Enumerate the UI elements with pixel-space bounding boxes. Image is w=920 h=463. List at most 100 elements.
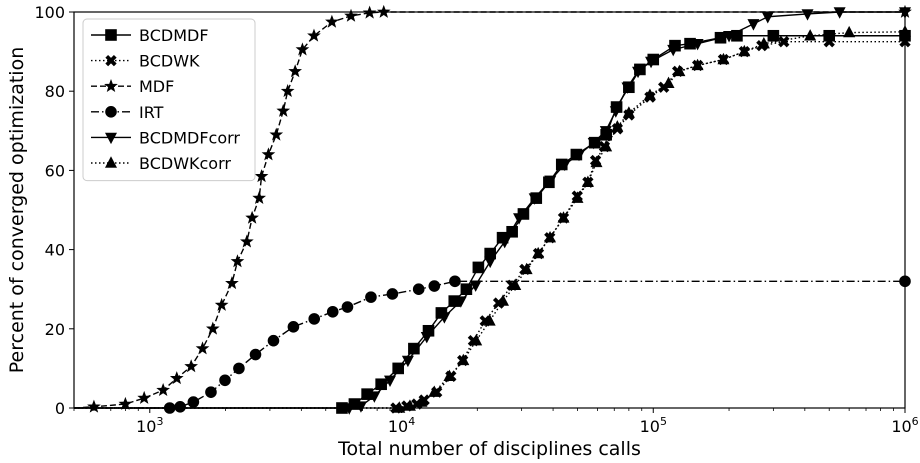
series-point-mdf [195,341,210,355]
legend-label: BCDMDFcorr [139,128,240,147]
x-tick-label: 105 [640,415,667,436]
x-tick-label: 103 [136,415,163,436]
series-point-bcdmdfcorr [587,137,600,150]
series-point-bcdwkcorr [509,278,522,290]
legend-item-mdf: MDF [91,77,174,96]
series-point-bcdmdfcorr [558,159,571,172]
series-point-mdf [295,42,310,56]
series-point-mdf [169,371,184,385]
series-point-bcdmdfcorr [747,19,760,31]
series-point-bcdmdfcorr [469,280,482,292]
legend-marker [105,156,117,168]
series-point-bcdmdfcorr [632,66,645,79]
series-point-bcdwkcorr [415,395,428,407]
series-point-irt [308,313,321,325]
legend-marker [105,106,117,118]
legend-marker [105,54,117,67]
series-point-bcdwkcorr [757,36,770,49]
legend-label: BCDMDF [139,26,209,45]
series-point-bcdmdfcorr [667,44,680,57]
series-point-mdf [344,8,358,22]
series-point-irt [365,291,377,303]
legend-label: BCDWKcorr [139,154,231,173]
series-line-irt [74,280,905,409]
series-point-mdf [280,84,295,98]
series-point-mdf [307,28,321,42]
series-point-irt [449,275,461,288]
series-point-bcdmdf [392,362,404,375]
series-point-bcdmdf [506,225,518,238]
y-tick-label: 100 [34,3,65,22]
legend-item-bcdwk: BCDWK [91,52,200,71]
y-axis: 0 20 40 60 80 100 [34,3,74,418]
x-axis: 103 104 105 106 [73,408,919,436]
series-point-irt [174,401,186,413]
series-point-bcdwkcorr [691,58,704,71]
series-point-bcdmdfcorr [621,82,634,94]
series-point-mdf [184,359,198,373]
series-point-mdf [245,210,259,224]
series-point-bcdmdfcorr [454,296,467,308]
legend-label: BCDWK [139,52,200,71]
series-point-irt [187,396,200,408]
series-point-bcdmdf [714,31,727,44]
legend-marker [105,29,117,41]
series-point-bcdwkcorr [600,139,613,152]
series-point-mdf [225,276,239,290]
series-point-bcdwkcorr [804,29,817,41]
series-point-bcdmdfcorr [723,31,736,43]
series-point-bcdwk [823,36,835,48]
series-point-mdf [252,190,267,204]
series-point-bcdmdf [408,342,420,355]
legend-item-bcdwkcorr: BCDWKcorr [91,154,231,173]
y-tick-label: 0 [55,399,65,418]
series-point-irt [386,288,399,300]
series-point-bcdmdfcorr [573,149,585,162]
series-point-bcdmdfcorr [498,236,511,249]
series-point-bcdwkcorr [557,211,570,223]
series-point-mdf [230,254,245,268]
series-point-mdf [118,396,133,410]
series-point-bcdwkcorr [443,369,456,382]
series-point-bcdmdfcorr [691,38,704,51]
series-point-bcdmdfcorr [368,391,381,403]
series-point-bcdwkcorr [571,191,584,203]
series-point-irt [428,280,441,292]
series-point-mdf [261,147,276,161]
series-point-irt [326,305,339,318]
legend-marker [105,132,117,145]
series-point-bcdwkcorr [470,333,483,346]
legend: BCDMDF BCDWK MDF IRT BCDMDFcorr BCDWKcorr [82,18,256,182]
series-point-bcdwkcorr [738,44,751,57]
series-point-bcdwkcorr [590,155,603,168]
series-point-bcdwkcorr [457,353,470,366]
series-point-mdf [240,234,254,248]
series-point-mdf [254,169,269,183]
series-point-irt [287,321,300,333]
series-point-bcdmdf [375,378,387,391]
series-point-bcdmdfcorr [354,401,367,413]
series-point-bcdwkcorr [662,76,675,88]
series-point-bcdmdfcorr [420,332,433,344]
series-point-bcdwkcorr [544,231,557,243]
series-point-bcdwkcorr [497,294,509,306]
series-point-bcdwkcorr [611,120,624,132]
series-point-mdf [269,127,284,141]
series-point-bcdwkcorr [483,314,496,326]
series-point-irt [219,374,231,387]
legend-item-bcdmdfcorr: BCDMDFcorr [91,128,240,147]
series-point-mdf [288,64,302,78]
series-point-irt [341,301,354,313]
series-point-bcdwkcorr [717,52,730,65]
series-point-bcdwkcorr [643,88,656,100]
series-point-bcdmdfcorr [544,175,557,187]
series-point-bcdwkcorr [428,385,441,397]
series-point-bcdwkcorr [622,106,635,118]
legend-label: MDF [139,77,174,96]
series-point-irt [267,334,280,347]
series-point-bcdmdfcorr [384,375,396,387]
series-point-bcdmdfcorr [761,12,774,24]
series-point-bcdwkcorr [393,401,406,413]
series-point-mdf [276,103,291,117]
series-point-bcdmdfcorr [609,106,622,118]
